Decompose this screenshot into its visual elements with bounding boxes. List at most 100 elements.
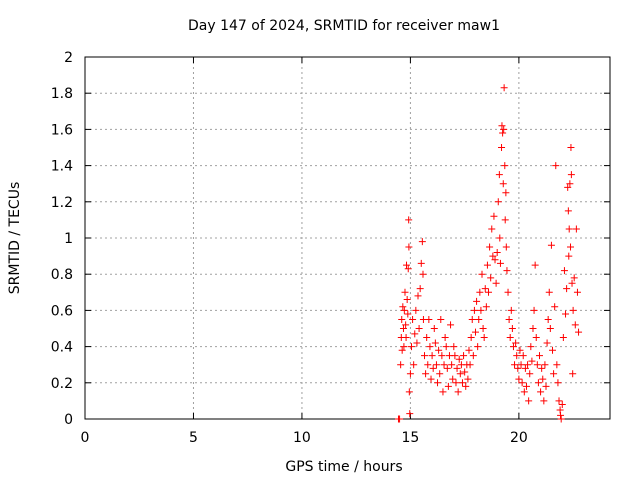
data-point	[558, 401, 566, 409]
data-point	[569, 306, 577, 314]
data-point	[496, 234, 504, 242]
data-point	[450, 343, 458, 351]
data-point	[438, 352, 446, 360]
data-point	[436, 370, 444, 378]
data-point	[495, 171, 503, 179]
data-point	[429, 364, 437, 372]
data-point	[531, 261, 539, 269]
chart-title: Day 147 of 2024, SRMTID for receiver maw…	[188, 18, 500, 34]
data-point	[397, 361, 405, 369]
data-point	[413, 339, 421, 347]
data-point	[501, 162, 509, 170]
data-point	[532, 334, 540, 342]
y-tick-label: 1.2	[51, 195, 73, 211]
data-point	[469, 352, 477, 360]
y-tick-label: 0.8	[51, 267, 73, 283]
data-point	[537, 388, 545, 396]
data-point	[466, 361, 474, 369]
data-point	[508, 325, 516, 332]
data-point	[512, 339, 520, 347]
data-point	[443, 364, 451, 372]
data-point	[502, 243, 510, 251]
data-point	[567, 171, 575, 179]
data-point	[499, 180, 507, 188]
data-point	[403, 296, 411, 304]
grid-lines	[85, 57, 610, 419]
y-tick-label: 1.4	[51, 159, 73, 175]
data-point	[416, 285, 424, 293]
data-point	[458, 379, 466, 387]
x-tick-label: 15	[401, 430, 419, 446]
data-point	[477, 306, 485, 314]
data-point	[412, 306, 420, 314]
data-point	[468, 315, 476, 323]
data-point	[406, 370, 414, 378]
data-point	[410, 361, 418, 369]
data-point	[442, 343, 450, 351]
y-tick-label: 1.6	[51, 122, 73, 138]
axis-ticks: 00.20.40.60.811.21.41.61.820 5 10 15 20	[51, 50, 610, 446]
data-point	[461, 368, 469, 376]
data-point	[517, 361, 525, 369]
data-point	[405, 243, 413, 251]
data-point	[470, 306, 478, 314]
data-point	[456, 370, 464, 378]
data-point	[407, 343, 415, 351]
data-point	[439, 388, 447, 396]
data-point	[518, 379, 526, 387]
data-point	[403, 261, 411, 269]
data-point	[549, 346, 557, 354]
data-point	[562, 310, 570, 318]
x-tick-label: 10	[293, 430, 311, 446]
data-point	[563, 285, 571, 293]
data-point	[552, 162, 560, 170]
data-point	[475, 315, 483, 323]
data-point	[489, 252, 497, 260]
data-point	[473, 297, 481, 305]
data-point	[573, 288, 581, 296]
data-point	[421, 352, 429, 360]
data-point	[547, 241, 555, 249]
data-point	[553, 361, 561, 369]
data-point	[471, 328, 479, 336]
data-point	[521, 364, 529, 372]
data-point	[481, 285, 489, 293]
data-point	[575, 328, 583, 336]
data-point	[452, 379, 460, 387]
y-tick-label: 0.6	[51, 303, 73, 319]
data-point	[571, 321, 579, 329]
data-point	[462, 382, 470, 390]
data-point	[514, 364, 522, 372]
data-point	[479, 325, 487, 332]
data-point	[453, 364, 461, 372]
y-tick-label: 1	[64, 231, 73, 247]
data-point	[570, 274, 578, 282]
data-point	[447, 321, 455, 329]
data-point	[434, 379, 442, 387]
data-point	[435, 346, 443, 354]
data-point	[432, 361, 440, 369]
data-point	[513, 352, 521, 360]
data-point	[415, 325, 423, 332]
data-point	[402, 321, 410, 329]
data-point	[431, 339, 439, 347]
data-point	[400, 343, 408, 351]
data-point	[480, 334, 488, 342]
data-point	[503, 267, 511, 275]
data-point	[544, 315, 552, 323]
data-point	[404, 310, 412, 318]
data-point	[565, 225, 573, 233]
data-point	[487, 274, 495, 282]
data-point	[567, 144, 575, 151]
data-point	[492, 279, 500, 287]
data-point	[505, 315, 513, 323]
data-point	[396, 415, 404, 423]
data-point	[560, 267, 568, 275]
data-point	[454, 388, 462, 396]
data-point	[498, 122, 506, 130]
y-tick-label: 0.2	[51, 376, 73, 392]
data-point	[557, 411, 565, 419]
data-point	[565, 252, 573, 260]
data-point	[422, 370, 430, 378]
